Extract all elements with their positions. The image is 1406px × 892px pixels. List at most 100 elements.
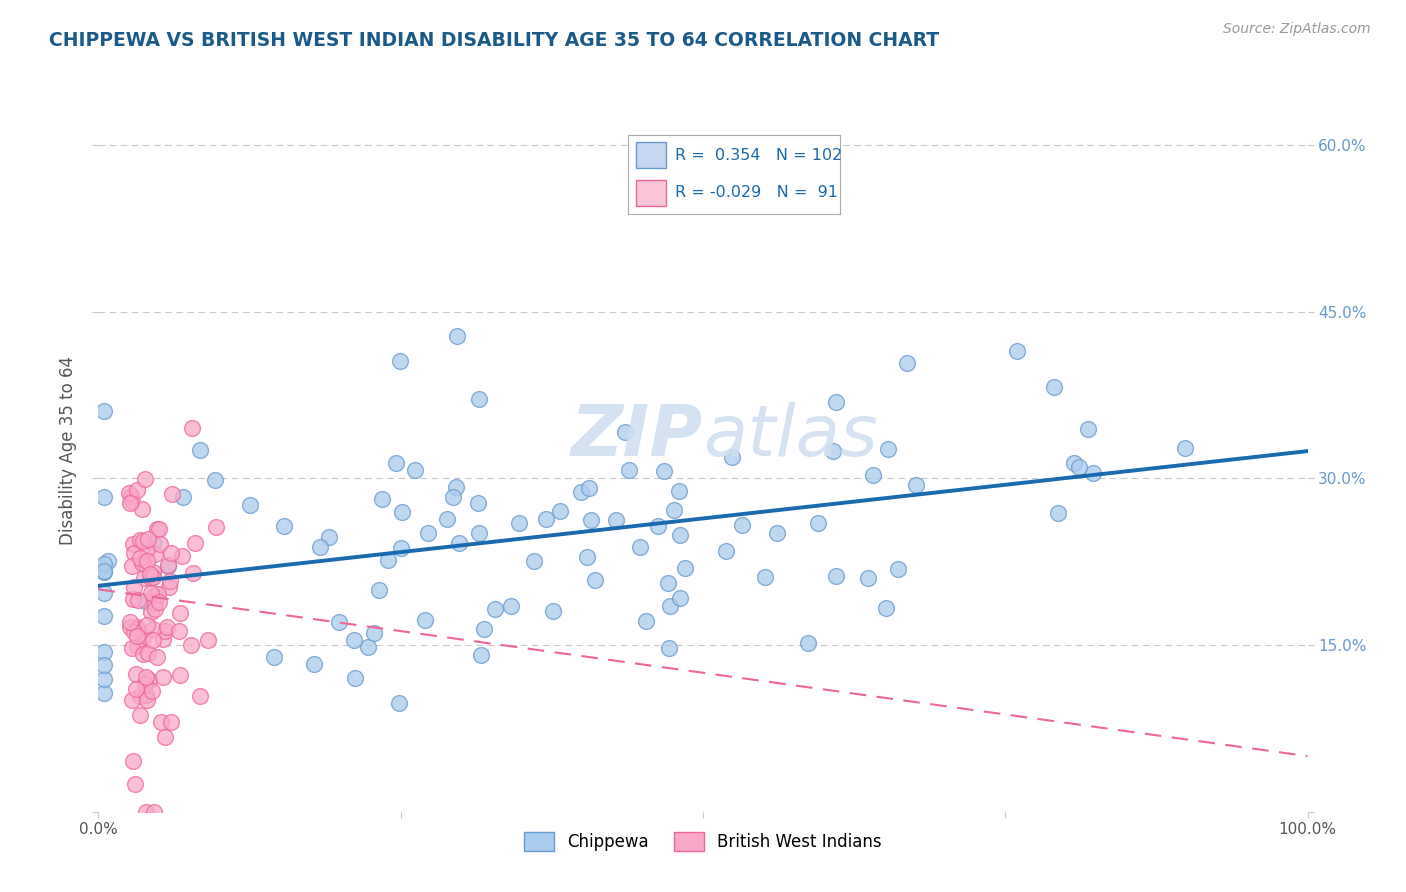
Point xyxy=(807,516,830,530)
Point xyxy=(136,646,159,660)
Point xyxy=(543,605,565,619)
Point xyxy=(152,632,174,646)
Point xyxy=(142,622,165,636)
Point xyxy=(669,527,692,541)
Point xyxy=(118,620,141,634)
Point xyxy=(579,513,602,527)
Point xyxy=(93,566,115,580)
Point xyxy=(484,602,506,616)
Point xyxy=(153,730,176,744)
Point xyxy=(318,529,340,543)
Point xyxy=(389,541,412,556)
Point xyxy=(131,501,153,516)
Point xyxy=(263,650,285,665)
Point xyxy=(93,586,115,600)
Point xyxy=(136,554,159,568)
Point xyxy=(673,560,696,574)
Point xyxy=(124,777,146,791)
Point xyxy=(797,636,820,650)
Point xyxy=(467,392,489,407)
Point xyxy=(159,715,181,730)
Point xyxy=(156,558,179,572)
Point xyxy=(668,484,690,499)
Point xyxy=(367,582,389,597)
Point xyxy=(239,498,262,512)
Point xyxy=(658,640,681,655)
Point xyxy=(120,496,142,510)
Point xyxy=(377,553,399,567)
Point xyxy=(132,533,155,548)
Point xyxy=(436,512,458,526)
Point xyxy=(172,490,194,504)
Point xyxy=(145,522,167,536)
Point xyxy=(134,593,156,607)
Point xyxy=(617,463,640,477)
Point xyxy=(467,495,489,509)
Point xyxy=(343,671,366,685)
Point xyxy=(134,472,156,486)
Point xyxy=(664,502,686,516)
Point xyxy=(135,688,157,702)
Point xyxy=(148,522,170,536)
Point xyxy=(149,537,172,551)
Point xyxy=(142,565,165,579)
Point xyxy=(877,442,900,457)
Point xyxy=(139,586,162,600)
Point xyxy=(143,547,166,561)
Point xyxy=(134,676,156,690)
Point xyxy=(121,641,143,656)
Point xyxy=(142,805,165,819)
Point xyxy=(118,486,141,500)
Point xyxy=(121,494,143,508)
Text: R =  0.354   N = 102: R = 0.354 N = 102 xyxy=(675,148,842,163)
Point xyxy=(669,591,692,605)
Point xyxy=(1067,460,1090,475)
Point xyxy=(146,587,169,601)
Point xyxy=(416,525,439,540)
Point xyxy=(93,686,115,700)
Point xyxy=(470,648,492,663)
Point xyxy=(1081,466,1104,480)
Point xyxy=(405,462,427,476)
Point xyxy=(142,589,165,603)
Point xyxy=(121,754,143,768)
Point xyxy=(204,473,226,487)
Point xyxy=(309,540,332,554)
Point xyxy=(122,546,145,560)
Text: CHIPPEWA VS BRITISH WEST INDIAN DISABILITY AGE 35 TO 64 CORRELATION CHART: CHIPPEWA VS BRITISH WEST INDIAN DISABILI… xyxy=(49,31,939,50)
Point xyxy=(413,613,436,627)
Text: R = -0.029   N =  91: R = -0.029 N = 91 xyxy=(675,185,838,200)
Point xyxy=(449,535,471,549)
Point xyxy=(576,550,599,565)
Point xyxy=(1047,506,1070,520)
Point xyxy=(657,575,679,590)
Point xyxy=(132,571,155,585)
Point xyxy=(1005,344,1028,359)
Point xyxy=(371,491,394,506)
Point xyxy=(129,689,152,703)
Point xyxy=(132,647,155,661)
Point xyxy=(534,512,557,526)
Point xyxy=(441,491,464,505)
Point xyxy=(157,558,180,573)
Point xyxy=(766,525,789,540)
Point xyxy=(160,546,183,560)
Point xyxy=(714,544,737,558)
Point xyxy=(184,536,207,550)
Point xyxy=(1043,380,1066,394)
Point xyxy=(93,564,115,578)
Point xyxy=(444,480,467,494)
Text: atlas: atlas xyxy=(703,401,877,470)
Point xyxy=(156,620,179,634)
Point xyxy=(125,681,148,696)
Point xyxy=(131,556,153,570)
Point xyxy=(138,673,160,687)
Point xyxy=(720,450,742,465)
Point xyxy=(896,356,918,370)
Point xyxy=(180,421,202,435)
Point xyxy=(659,599,682,613)
Point xyxy=(856,571,879,585)
Point xyxy=(124,580,146,594)
Point xyxy=(146,650,169,665)
Point xyxy=(183,566,205,580)
